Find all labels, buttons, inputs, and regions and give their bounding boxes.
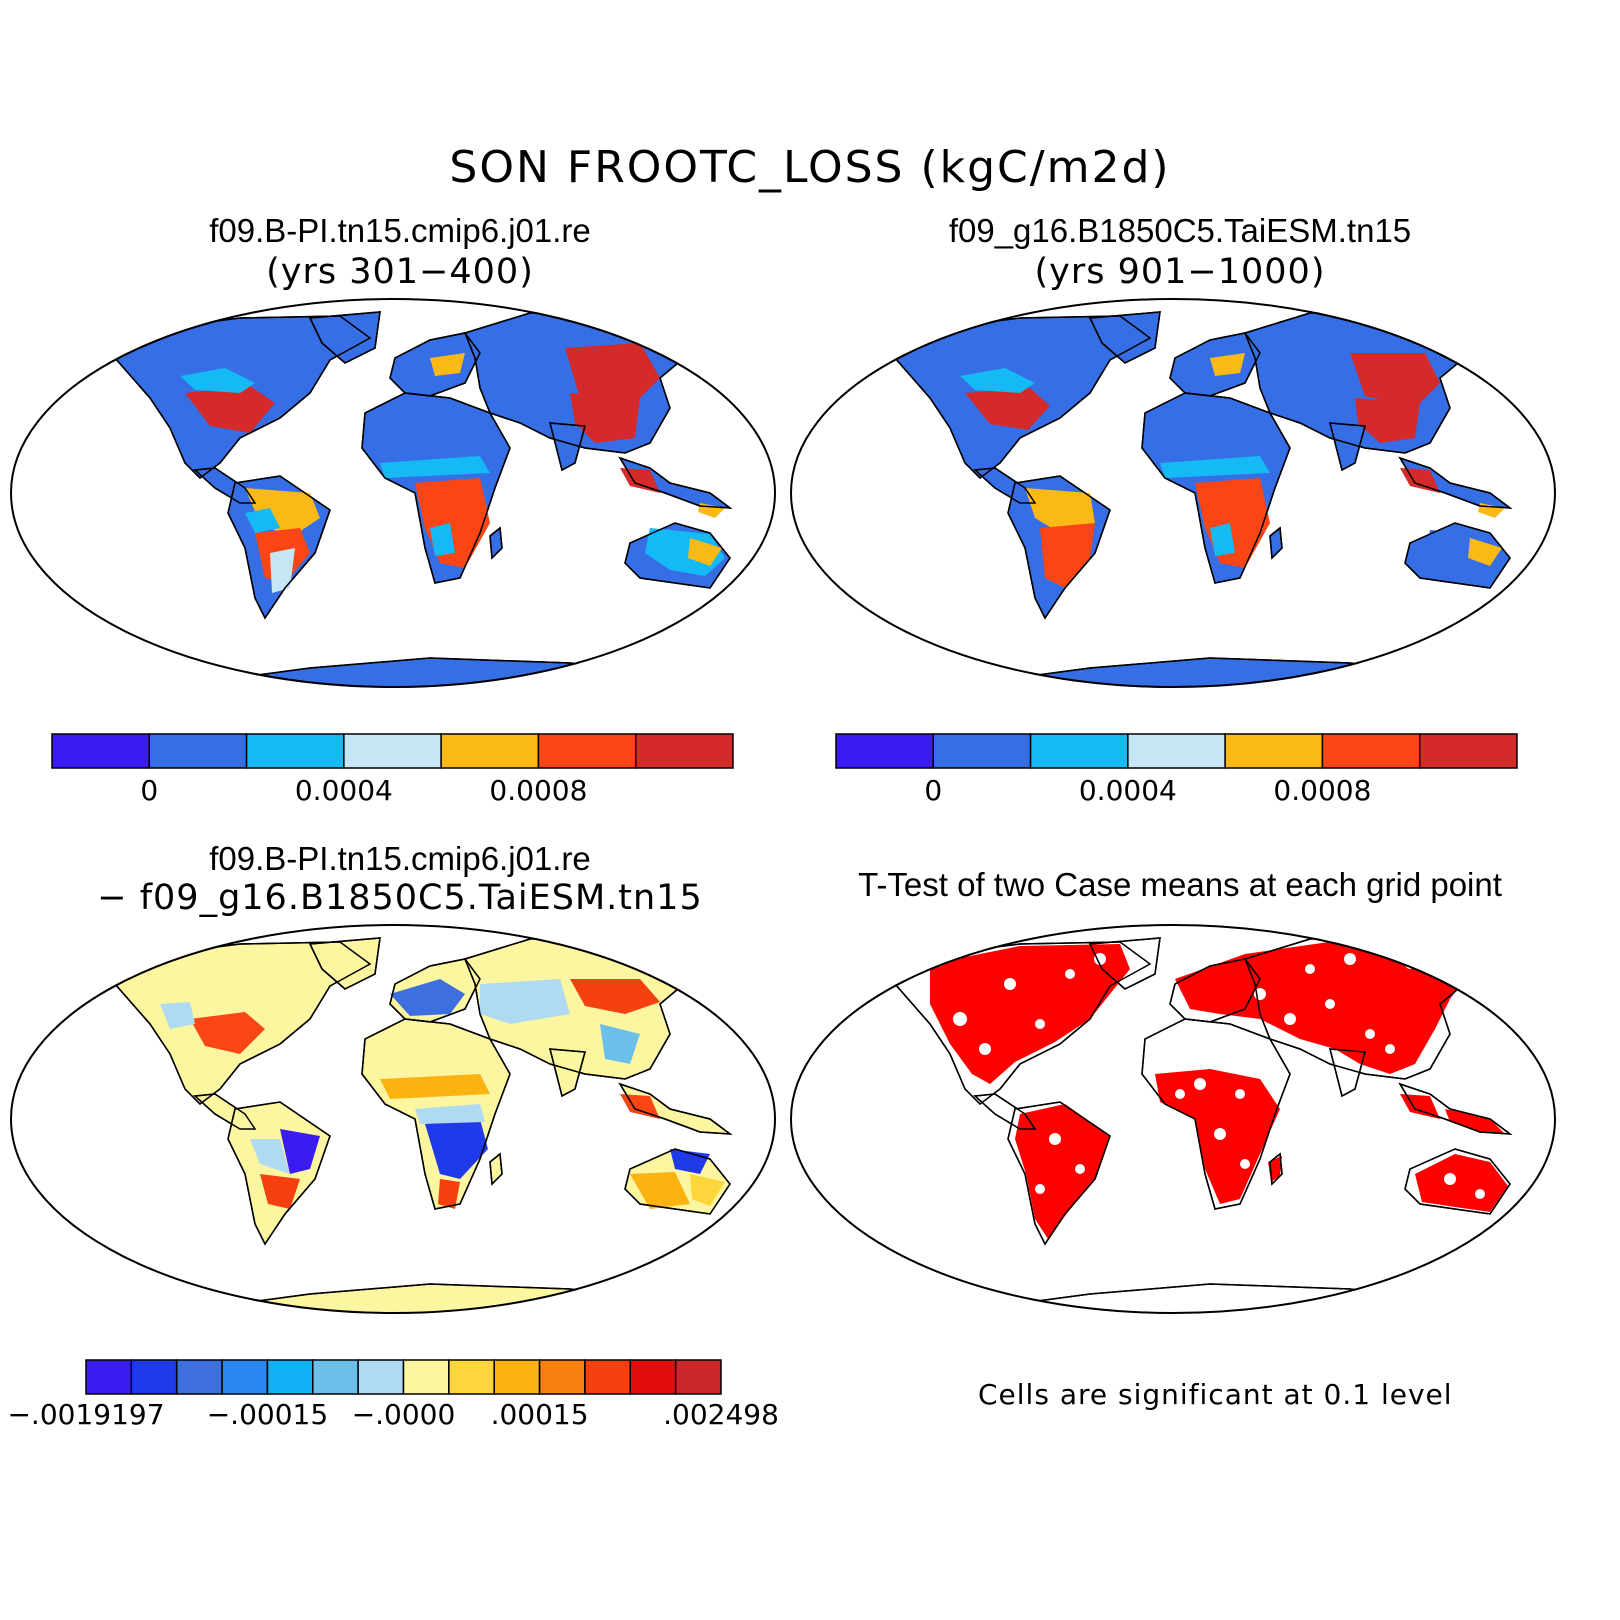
- colorbar-diff-swatch: [402, 1359, 450, 1395]
- panel-diff-title: f09.B-PI.tn15.cmip6.j01.re: [209, 840, 591, 877]
- colorbar-tick-label: −.0000: [351, 1398, 456, 1431]
- panel-case2-subtitle: (yrs 901−1000): [1034, 252, 1326, 292]
- map-frame: [790, 924, 1556, 1314]
- colorbar-case1-swatch: [148, 733, 248, 769]
- significance-overlay: [930, 939, 1508, 1239]
- colorbar-diff-swatch: [538, 1359, 586, 1395]
- significance-note: Cells are significant at 0.1 level: [978, 1378, 1453, 1411]
- colorbar-case1-swatch: [343, 733, 442, 769]
- colorbar-tick-label: −.00015: [206, 1398, 329, 1431]
- map-ttest: [790, 924, 1556, 1314]
- map-frame: [790, 298, 1556, 688]
- colorbar-diff-swatch: [674, 1359, 722, 1395]
- colorbar-tick-label: 0.0008: [1273, 774, 1372, 807]
- colorbar-diff-swatch: [448, 1359, 495, 1395]
- colorbar-tick-label: 0: [924, 774, 943, 807]
- colorbar-case2-swatch: [835, 733, 935, 769]
- map-diff: [10, 924, 776, 1314]
- colorbar-case2-swatch: [932, 733, 1032, 769]
- panel-diff-subtitle: − f09_g16.B1850C5.TaiESM.tn15: [97, 878, 703, 918]
- colorbar-case1-swatch: [440, 733, 540, 769]
- colorbar-tick-label: 0.0004: [294, 774, 393, 807]
- main-title: SON FROOTC_LOSS (kgC/m2d): [449, 142, 1171, 193]
- colorbar-tick-label: 0: [140, 774, 159, 807]
- map-case2: [790, 298, 1556, 688]
- colorbar-case2-swatch: [1321, 733, 1421, 769]
- colorbar-diff-swatch: [493, 1359, 541, 1395]
- colorbar-diff: [85, 1359, 722, 1395]
- colorbar-diff-swatch: [130, 1359, 178, 1395]
- colorbar-diff-swatch: [221, 1359, 269, 1395]
- map-case1: [10, 298, 776, 688]
- colorbar-diff-swatch: [175, 1359, 223, 1395]
- difference-overlay: [160, 979, 725, 1209]
- colorbar-case1-swatch: [245, 733, 345, 769]
- colorbar-diff-swatch: [312, 1359, 359, 1395]
- colorbar-tick-label: −.0019197: [7, 1398, 165, 1431]
- colorbar-tick-label: 0.0004: [1078, 774, 1177, 807]
- map-frame: [10, 924, 776, 1314]
- colorbar-case1: [51, 733, 734, 769]
- colorbar-tick-label: .00015: [490, 1398, 589, 1431]
- colorbar-case1-swatch: [51, 733, 151, 769]
- panel-ttest-title: T-Test of two Case means at each grid po…: [858, 866, 1502, 903]
- colorbar-case2-swatch: [1029, 733, 1129, 769]
- colorbar-diff-swatch: [266, 1359, 314, 1395]
- colorbar-diff-swatch: [85, 1359, 133, 1395]
- colorbar-tick-label: 0.0008: [489, 774, 588, 807]
- panel-case1-title: f09.B-PI.tn15.cmip6.j01.re: [209, 212, 591, 249]
- map-frame: [10, 298, 776, 688]
- panel-case2-title: f09_g16.B1850C5.TaiESM.tn15: [948, 212, 1412, 249]
- colorbar-tick-label: .002498: [663, 1398, 779, 1431]
- colorbar-case2: [835, 733, 1518, 769]
- colorbar-diff-swatch: [357, 1359, 405, 1395]
- colorbar-case2-swatch: [1224, 733, 1324, 769]
- colorbar-case2-swatch: [1127, 733, 1226, 769]
- colorbar-case2-swatch: [1418, 733, 1518, 769]
- colorbar-diff-swatch: [584, 1359, 632, 1395]
- panel-case1-subtitle: (yrs 301−400): [266, 252, 534, 292]
- colorbar-case1-swatch: [537, 733, 637, 769]
- colorbar-diff-swatch: [629, 1359, 677, 1395]
- colorbar-case1-swatch: [634, 733, 734, 769]
